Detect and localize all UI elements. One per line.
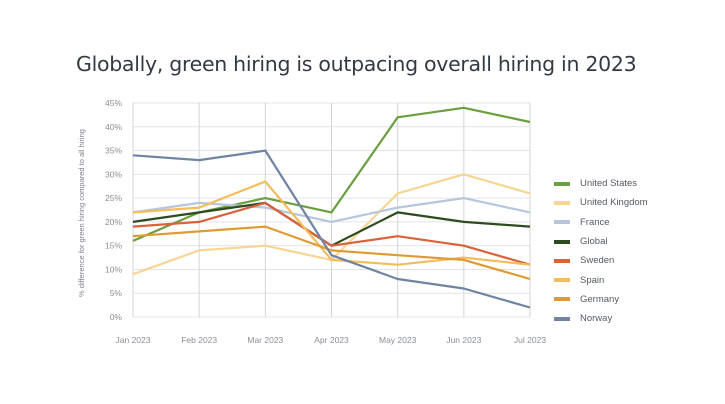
series-line-norway	[132, 149, 531, 309]
legend-label: France	[580, 216, 610, 228]
x-tick-label: Jun 2023	[446, 335, 481, 345]
legend-swatch	[554, 220, 570, 225]
y-tick-label: 45%	[105, 98, 122, 108]
legend-swatch	[554, 181, 570, 186]
series-lines	[132, 106, 531, 309]
x-tick-label: Apr 2023	[314, 335, 349, 345]
legend-label: United States	[580, 178, 638, 190]
legend-swatch	[554, 258, 570, 263]
chart-title: Globally, green hiring is outpacing over…	[76, 52, 637, 76]
legend-item-sweden: Sweden	[554, 251, 648, 270]
legend-item-germany: Germany	[554, 290, 648, 309]
x-tick-label: Feb 2023	[181, 335, 217, 345]
x-tick-label: Jul 2023	[514, 335, 546, 345]
legend-item-united-kingdom: United Kingdom	[554, 193, 648, 212]
x-tick-label: Mar 2023	[247, 335, 283, 345]
y-tick-label: 15%	[105, 241, 122, 251]
grid-lines	[132, 102, 531, 318]
legend-item-norway: Norway	[554, 309, 648, 328]
legend-label: Sweden	[580, 255, 615, 267]
legend-item-united-states: United States	[554, 174, 648, 193]
y-axis-ticks: 0% 5% 10% 15% 20% 25% 30% 35% 40% 45%	[105, 98, 122, 322]
x-tick-label: May 2023	[379, 335, 417, 345]
y-tick-label: 35%	[105, 146, 122, 156]
legend-swatch	[554, 200, 570, 205]
legend-item-global: Global	[554, 232, 648, 251]
legend-swatch	[554, 278, 570, 283]
x-axis-ticks: Jan 2023 Feb 2023 Mar 2023 Apr 2023 May 2023…	[116, 335, 547, 345]
legend-label: Norway	[580, 313, 613, 325]
legend-label: Spain	[580, 274, 605, 286]
series-line-france	[132, 197, 531, 223]
legend-label: United Kingdom	[580, 197, 648, 209]
legend-swatch	[554, 239, 570, 244]
series-line-germany	[132, 225, 531, 281]
y-tick-label: 5%	[110, 288, 123, 298]
y-axis-label: % difference for green hiring compared t…	[77, 129, 86, 297]
legend: United States United Kingdom France Global S…	[554, 174, 648, 328]
y-tick-label: 25%	[105, 193, 122, 203]
y-tick-label: 40%	[105, 122, 122, 132]
y-tick-label: 30%	[105, 169, 122, 179]
y-tick-label: 20%	[105, 217, 122, 227]
legend-label: Germany	[580, 293, 620, 305]
series-line-spain	[132, 180, 531, 266]
y-tick-label: 0%	[110, 312, 123, 322]
legend-swatch	[554, 297, 570, 302]
legend-item-spain: Spain	[554, 270, 648, 289]
series-line-sweden	[132, 201, 531, 266]
legend-swatch	[554, 316, 570, 321]
legend-item-france: France	[554, 213, 648, 232]
legend-label: Global	[580, 236, 608, 248]
x-tick-label: Jan 2023	[116, 335, 151, 345]
y-tick-label: 10%	[105, 264, 122, 274]
